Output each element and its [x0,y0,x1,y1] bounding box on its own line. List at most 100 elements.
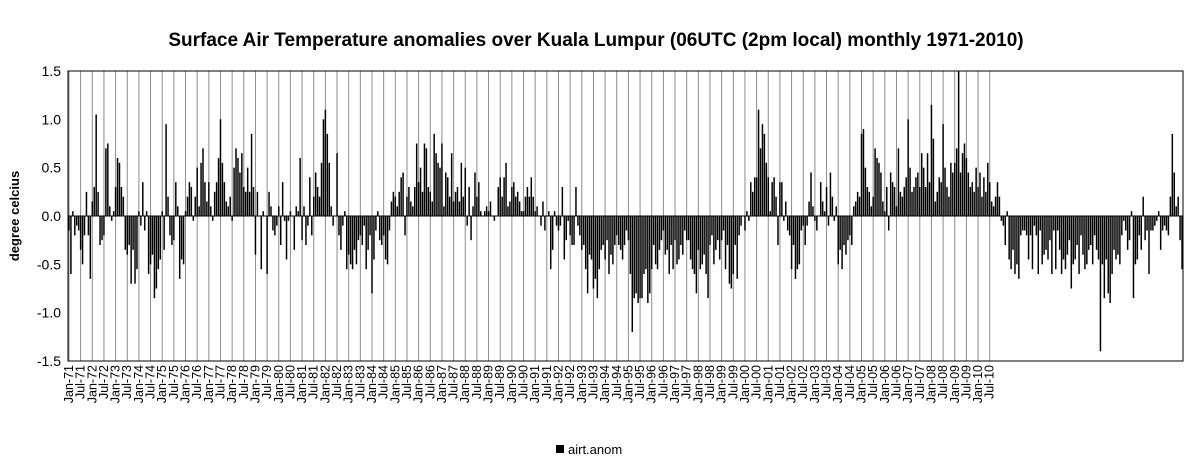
bar [412,206,414,216]
bar [656,216,659,270]
bar [837,216,839,265]
bar [965,158,968,216]
bar [732,216,735,274]
bar [464,167,466,216]
bar [200,162,202,216]
bar [621,216,624,260]
bar [478,182,480,216]
bar [281,182,284,216]
bar [177,206,179,216]
bar [858,196,861,216]
x-tick-label: Jan-95 [621,365,635,403]
bar [109,206,111,216]
bar [1167,216,1170,236]
bar [396,206,398,216]
bar [864,167,867,216]
x-tick-label: Jan-03 [808,365,822,403]
bar [299,158,301,216]
bar [190,187,193,216]
bar [1014,216,1016,274]
bar [493,216,496,221]
bar [924,187,927,216]
bar [831,196,834,216]
bar [1043,216,1045,255]
bar [423,143,426,216]
bar [882,201,884,216]
bar [637,216,639,303]
bar [985,191,987,216]
x-tick-label: Jul-78 [237,365,251,399]
bar [726,216,729,245]
bar [173,216,175,241]
bar [1115,216,1117,260]
bar [961,153,964,216]
bar [151,216,154,255]
bar [1008,216,1010,260]
bar [862,129,865,216]
bar [303,206,305,216]
bar [83,216,86,236]
bar [800,216,803,231]
bar [208,182,210,216]
bar [1179,216,1181,241]
bar [612,216,614,265]
bar [462,196,465,216]
bar [586,216,589,294]
bar [870,206,872,216]
bar [771,182,773,216]
bar [602,216,604,245]
bar [248,191,251,216]
bar [140,216,142,226]
bar [569,216,571,236]
bar [718,216,721,260]
bar [759,148,762,216]
bar [806,216,808,226]
bar [1056,216,1059,231]
bar [503,177,505,216]
legend-swatch [556,445,564,453]
bar [219,119,222,216]
bar [1136,216,1139,260]
bar [913,187,915,216]
bar [163,216,165,250]
bar [887,216,890,231]
bar [734,216,736,245]
bar [676,216,678,265]
bar [390,201,393,216]
x-tick-label: Jul-99 [726,365,740,399]
x-tick-label: Jan-94 [598,365,612,403]
bar [555,216,558,226]
x-tick-label: Jan-97 [668,365,682,403]
bar [241,153,243,216]
bar [868,191,871,216]
bar [1109,216,1111,303]
bar [81,216,84,265]
bar [188,182,191,216]
bar [297,211,299,216]
bar [1103,216,1106,299]
bar [631,216,634,332]
bar [647,216,649,303]
bar [901,196,904,216]
bar [89,216,92,279]
bar [1041,216,1043,265]
bar [1029,216,1032,236]
bar [662,216,665,231]
bar [930,104,933,216]
bar [353,216,356,250]
bar [606,216,608,241]
bar [293,216,296,250]
bar [1161,216,1164,231]
x-tick-label: Jul-09 [959,365,973,399]
bar [730,216,733,289]
bar [516,191,519,216]
bar [856,191,859,216]
bar [1175,206,1177,216]
bar [357,216,360,241]
bar [594,216,597,279]
bar [779,182,781,216]
bar [85,191,88,216]
chart-title: Surface Air Temperature anomalies over K… [168,30,1023,51]
bar [544,216,546,231]
bar [1123,216,1125,221]
